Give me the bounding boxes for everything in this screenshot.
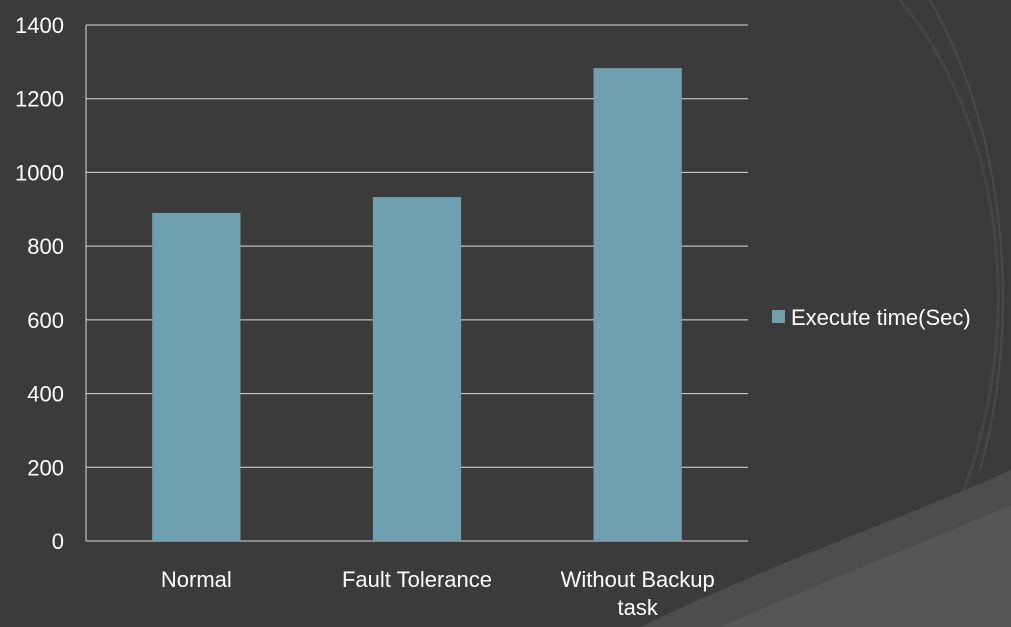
y-axis-tick-labels: 0 200 400 600 800 1000 1200 1400 (15, 13, 64, 554)
legend-swatch (772, 310, 785, 323)
bar-without-backup-task (593, 68, 682, 541)
y-tick-label: 400 (27, 382, 64, 407)
x-category-label: task (617, 595, 658, 620)
bars (152, 68, 682, 541)
legend: Execute time(Sec) (772, 305, 971, 330)
y-tick-label: 1400 (15, 13, 64, 38)
y-tick-label: 600 (27, 308, 64, 333)
bar-fault-tolerance (372, 197, 462, 541)
y-tick-label: 200 (27, 455, 64, 480)
bar-normal (152, 212, 241, 541)
y-tick-label: 1000 (15, 160, 64, 185)
y-tick-label: 0 (52, 529, 64, 554)
x-category-label: Without Backup (561, 567, 715, 592)
x-category-label: Normal (161, 567, 232, 592)
background-decoration (640, 0, 1011, 627)
legend-label: Execute time(Sec) (791, 305, 971, 330)
y-tick-label: 800 (27, 234, 64, 259)
y-tick-label: 1200 (15, 87, 64, 112)
x-category-label: Fault Tolerance (342, 567, 492, 592)
x-axis-category-labels: Normal Fault Tolerance Without Backup task (161, 567, 715, 620)
